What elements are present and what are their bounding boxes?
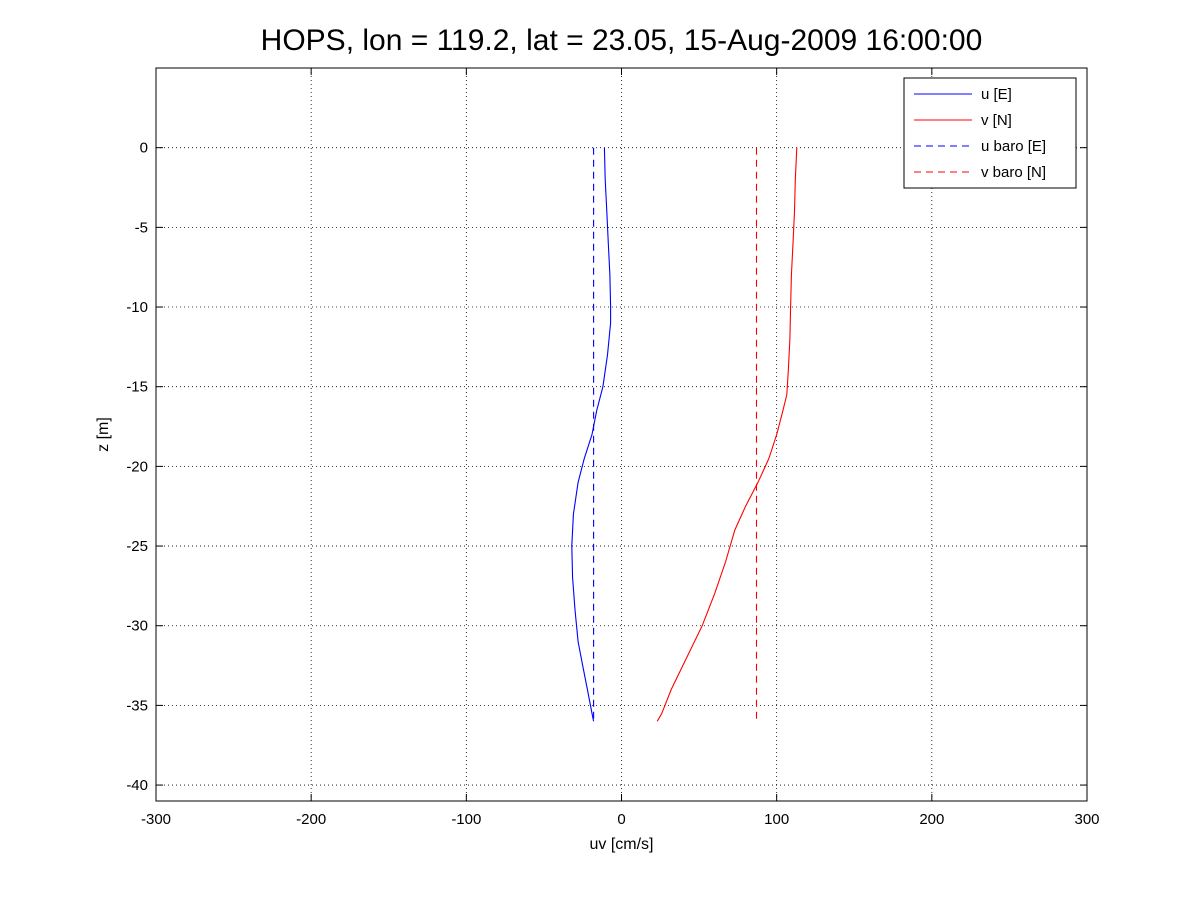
x-tick-label: -100 bbox=[451, 811, 481, 828]
legend-label: u [E] bbox=[981, 86, 1012, 103]
y-tick-label: -15 bbox=[126, 379, 148, 396]
legend-label: v baro [N] bbox=[981, 164, 1046, 181]
y-axis-label: z [m] bbox=[95, 417, 112, 452]
y-tick-label: -25 bbox=[126, 538, 148, 555]
legend-label: u baro [E] bbox=[981, 138, 1046, 155]
y-tick-label: 0 bbox=[140, 140, 148, 157]
y-tick-label: -35 bbox=[126, 697, 148, 714]
x-tick-label: 300 bbox=[1074, 811, 1099, 828]
y-tick-label: -30 bbox=[126, 618, 148, 635]
x-tick-label: 0 bbox=[617, 811, 625, 828]
legend: u [E] v [N] u baro [E] v baro [N] bbox=[903, 77, 1077, 189]
y-tick-label: -10 bbox=[126, 299, 148, 316]
chart-title: HOPS, lon = 119.2, lat = 23.05, 15-Aug-2… bbox=[261, 24, 983, 57]
plot-lines bbox=[571, 147, 798, 722]
legend-box bbox=[903, 77, 1077, 189]
x-axis-label: uv [cm/s] bbox=[589, 836, 653, 853]
series-line-1 bbox=[656, 147, 798, 722]
y-tick-label: -20 bbox=[126, 458, 148, 475]
ticks: -300 -200 -100 0 100 200 300 0 -5 -10 -15 -20 -25 -30… bbox=[126, 68, 1100, 828]
x-tick-label: -300 bbox=[141, 811, 171, 828]
y-tick-label: -5 bbox=[135, 219, 148, 236]
series-line-0 bbox=[571, 147, 612, 722]
x-tick-label: 200 bbox=[919, 811, 944, 828]
x-tick-label: 100 bbox=[764, 811, 789, 828]
y-tick-label: -40 bbox=[126, 777, 148, 794]
x-tick-label: -200 bbox=[296, 811, 326, 828]
legend-label: v [N] bbox=[981, 112, 1012, 129]
